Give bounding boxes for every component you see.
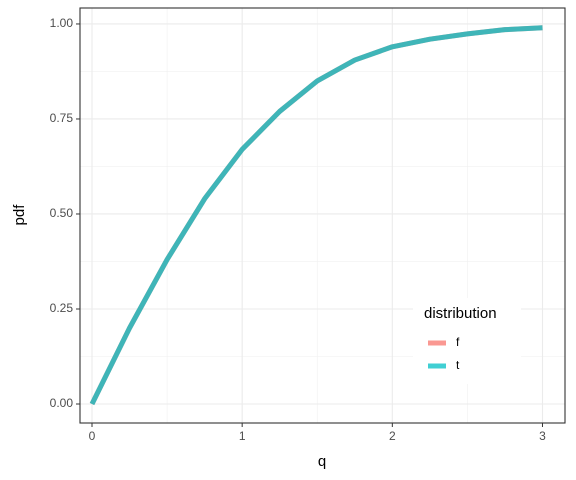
line-series — [89, 25, 543, 406]
y-tick-label: 0.75 — [50, 111, 74, 125]
x-axis-title: q — [318, 453, 326, 470]
x-tick-label: 3 — [539, 429, 546, 443]
y-tick-label: 0.50 — [50, 206, 74, 220]
legend-title: distribution — [424, 305, 497, 322]
legend-label: f — [456, 335, 460, 349]
y-tick-label: 0.25 — [50, 301, 74, 315]
legend-label: t — [456, 358, 460, 372]
y-tick-label: 1.00 — [50, 16, 74, 30]
y-tick-label: 0.00 — [50, 396, 74, 410]
panel-border — [79, 7, 566, 424]
y-axis-title: pdf — [11, 204, 28, 226]
x-tick-label: 0 — [89, 429, 96, 443]
x-tick-label: 2 — [389, 429, 396, 443]
x-tick-label: 1 — [239, 429, 246, 443]
legend: distribution ft — [413, 298, 521, 384]
